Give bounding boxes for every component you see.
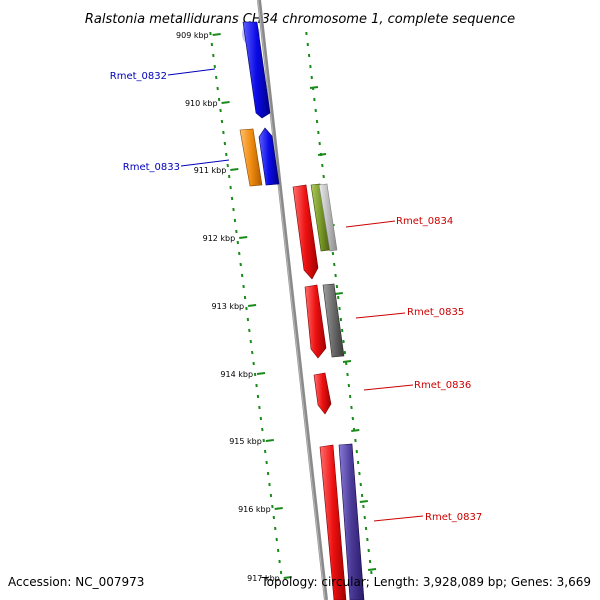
ruler-tick [221,101,230,104]
gene-rmet-0837[interactable] [319,444,347,600]
leader-line-rmet-0835 [355,312,406,319]
guide-dash [309,86,319,89]
ruler-tick [239,236,248,239]
ruler-tick-label: 915 kbp [229,437,262,446]
gene-labels: Rmet_0832 Rmet_0833 Rmet_0834 Rmet_0835 … [110,68,482,523]
ruler-tick [283,576,292,579]
ruler-tick-label: 917 kbp [247,574,280,583]
ruler-tick [274,507,283,510]
guide-dash [351,429,360,432]
leader-line-rmet-0834 [345,220,396,228]
ruler-tick [256,372,266,375]
gene-block-gray[interactable] [322,283,345,358]
leader-line-rmet-0837 [373,515,424,522]
guide-dash [317,153,327,156]
gene-rmet-0836[interactable] [313,372,332,415]
label-rmet-0836[interactable]: Rmet_0836 [414,380,471,391]
guide-dash [334,292,343,295]
leader-line-rmet-0832 [167,68,216,76]
gene-rmet-0833[interactable] [258,127,280,186]
ruler-tick-label: 916 kbp [238,505,271,514]
label-rmet-0832[interactable]: Rmet_0832 [110,71,167,82]
ruler-tick-label: 911 kbp [194,166,227,175]
ruler-tick [265,439,274,442]
ruler-tick [212,33,221,36]
chromosome-backbone [257,0,328,600]
guide-dash [359,500,368,503]
leader-line-rmet-0833 [180,159,230,167]
ruler: 909 kbp 910 kbp 911 kbp 912 kbp 913 kbp 914 k… [176,31,292,583]
topology-text: Topology: circular; Length: 3,928,089 bp… [260,575,591,589]
gene-block-orange[interactable] [239,128,263,187]
label-rmet-0834[interactable]: Rmet_0834 [396,216,453,227]
ruler-tick [248,304,257,307]
ruler-tick-label: 910 kbp [185,99,218,108]
ruler-tick-label: 914 kbp [220,370,253,379]
ruler-tick-label: 909 kbp [176,31,209,40]
ruler-tick-label: 913 kbp [212,302,245,311]
gene-block-purple[interactable] [338,443,365,600]
guide-dash [342,360,352,363]
gene-block-light-gray[interactable] [318,183,338,252]
ruler-tick [230,168,239,171]
label-rmet-0835[interactable]: Rmet_0835 [407,307,464,318]
guide-dash [367,568,377,571]
gene-features [239,21,365,600]
gene-rmet-0834[interactable] [292,184,319,280]
accession-text: Accession: NC_007973 [8,575,144,589]
label-rmet-0833[interactable]: Rmet_0833 [123,162,180,173]
left-guide-dots [209,31,283,575]
gene-rmet-0835[interactable] [304,284,327,359]
map-title: Ralstonia metallidurans CH34 chromosome … [85,12,515,27]
leader-line-rmet-0836 [363,384,414,391]
label-rmet-0837[interactable]: Rmet_0837 [425,512,482,523]
gene-rmet-0832[interactable] [242,21,271,119]
ruler-tick-label: 912 kbp [203,234,236,243]
